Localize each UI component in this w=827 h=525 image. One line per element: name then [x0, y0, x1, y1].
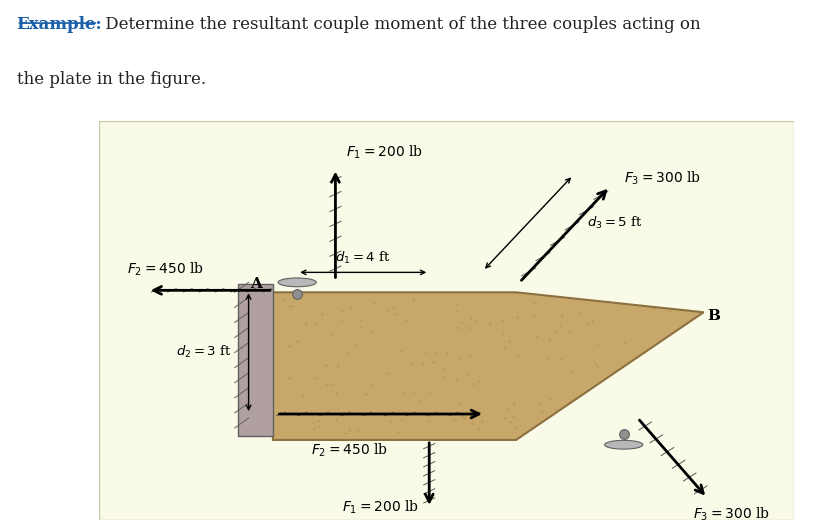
Text: $F_1 = 200$ lb: $F_1 = 200$ lb	[346, 143, 423, 161]
Text: $d_2 = 3$ ft: $d_2 = 3$ ft	[175, 344, 232, 360]
Text: the plate in the figure.: the plate in the figure.	[17, 71, 206, 88]
Text: $d_1 = 4$ ft: $d_1 = 4$ ft	[336, 250, 391, 266]
Ellipse shape	[605, 440, 643, 449]
Text: $F_2 = 450$ lb: $F_2 = 450$ lb	[127, 261, 204, 278]
Text: $F_3 = 300$ lb: $F_3 = 300$ lb	[693, 506, 770, 523]
Ellipse shape	[278, 278, 316, 287]
FancyBboxPatch shape	[99, 121, 794, 520]
Text: Example:: Example:	[17, 16, 103, 33]
Text: $F_1 = 200$ lb: $F_1 = 200$ lb	[342, 498, 419, 516]
Text: Determine the resultant couple moment of the three couples acting on: Determine the resultant couple moment of…	[100, 16, 700, 33]
Text: B: B	[707, 309, 720, 323]
Text: A: A	[251, 277, 262, 291]
Polygon shape	[238, 285, 273, 436]
Text: $F_3 = 300$ lb: $F_3 = 300$ lb	[624, 169, 700, 186]
Polygon shape	[273, 292, 704, 440]
Text: $d_3 = 5$ ft: $d_3 = 5$ ft	[587, 215, 643, 231]
Text: $F_2 = 450$ lb: $F_2 = 450$ lb	[311, 442, 388, 459]
